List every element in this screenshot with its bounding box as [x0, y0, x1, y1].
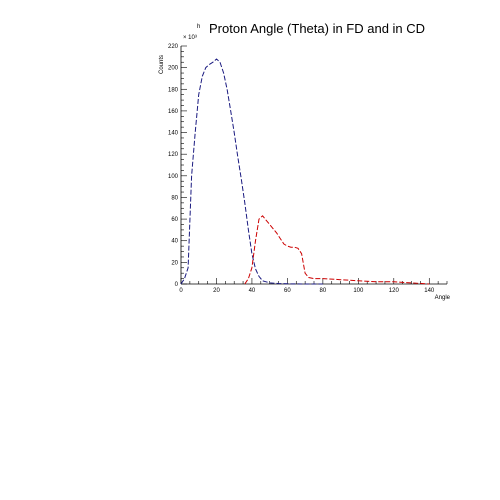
y-axis-title: Counts	[159, 55, 165, 74]
y-tick-label: 140	[168, 131, 179, 137]
x-axis-title: Angle	[435, 295, 451, 301]
y-tick-label: 0	[175, 282, 179, 288]
axes	[180, 46, 447, 285]
series-line-2	[244, 215, 430, 285]
y-tick-label: 220	[168, 44, 179, 50]
x-tick-label: 40	[249, 288, 256, 294]
x-tick-label: 80	[320, 288, 327, 294]
y-tick-label: 60	[171, 217, 178, 223]
x-tick-label: 20	[213, 288, 220, 294]
x-tick-label: 140	[424, 288, 435, 294]
y-tick-label: 180	[168, 87, 179, 93]
y-tick-label: 100	[168, 174, 179, 180]
x-tick-label: 60	[284, 288, 291, 294]
series-layer	[180, 58, 430, 285]
ticks: 0 20 40 60 80 100 120 140 0 20 40 60 80 100 120 140 160 1…	[168, 44, 448, 294]
title-prefix: h	[197, 24, 200, 30]
y-tick-label: 20	[171, 260, 178, 266]
y-tick-label: 40	[171, 239, 178, 245]
y-multiplier: × 10³	[183, 35, 197, 41]
y-tick-label: 80	[171, 195, 178, 201]
x-tick-label: 0	[179, 288, 183, 294]
x-tick-label: 100	[353, 288, 364, 294]
y-tick-label: 200	[168, 66, 179, 72]
series-line-1	[180, 58, 323, 285]
chart-title: Proton Angle (Theta) in FD and in CD	[209, 21, 425, 36]
y-tick-label: 120	[168, 152, 179, 158]
x-tick-label: 120	[389, 288, 400, 294]
y-tick-label: 160	[168, 109, 179, 115]
